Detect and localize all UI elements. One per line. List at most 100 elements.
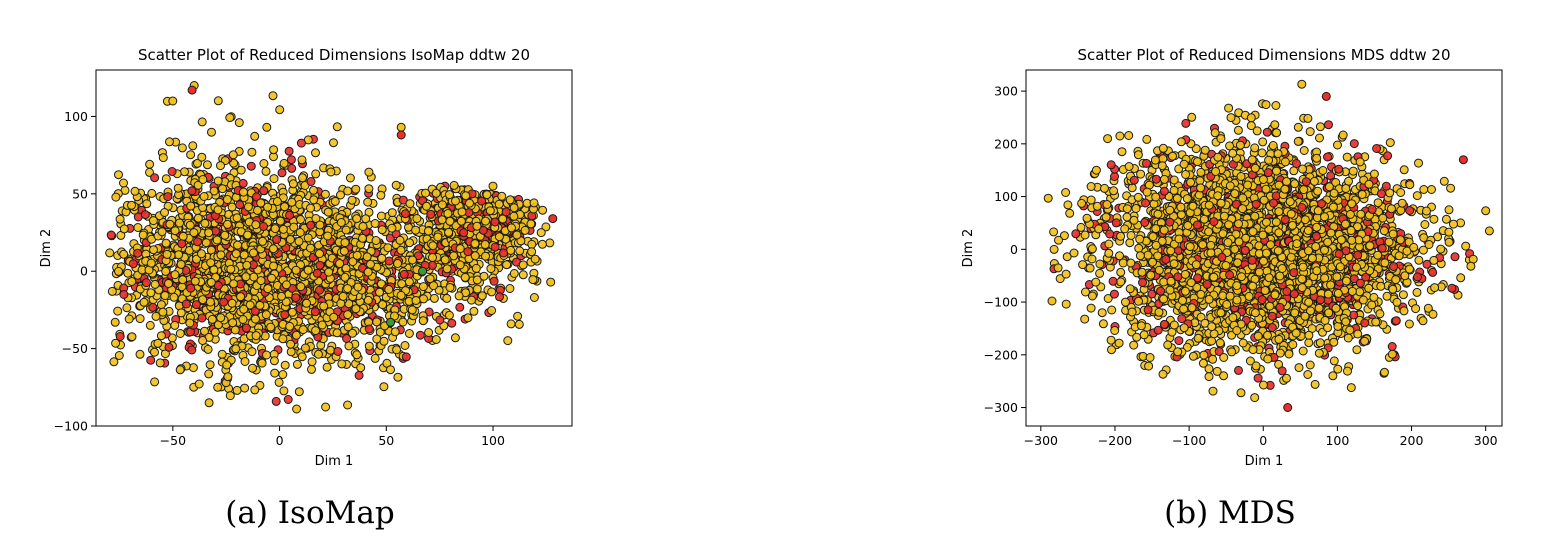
scatter-point-gold <box>332 122 342 132</box>
scatter-point-red <box>399 269 409 279</box>
scatter-point-gold <box>292 359 302 369</box>
scatter-point-red <box>306 177 316 186</box>
scatter-point-gold <box>477 291 487 301</box>
scatter-point-gold <box>377 253 387 263</box>
scatter-point-gold <box>375 287 384 297</box>
scatter-point-gold <box>486 264 496 274</box>
scatter-point-gold <box>321 402 331 412</box>
scatter-point-gold <box>423 226 433 236</box>
scatter-point-gold <box>280 202 290 212</box>
scatter-point-gold <box>455 244 465 254</box>
scatter-point-gold <box>175 365 185 375</box>
scatter-point-gold <box>505 284 515 293</box>
scatter-point-gold <box>256 276 266 286</box>
scatter-point-gold <box>1252 126 1262 136</box>
y-tick-label: 100 <box>64 109 88 124</box>
scatter-point-gold <box>470 251 480 261</box>
scatter-point-gold <box>281 297 291 307</box>
scatter-point-gold <box>248 363 257 373</box>
scatter-point-gold <box>1258 137 1268 147</box>
scatter-point-gold <box>267 273 277 283</box>
scatter-point-gold <box>315 249 324 259</box>
scatter-point-gold <box>412 214 422 223</box>
scatter-point-gold <box>177 143 187 153</box>
scatter-point-gold <box>396 245 406 255</box>
scatter-point-gold <box>149 245 158 255</box>
scatter-point-gold <box>396 290 406 300</box>
scatter-point-gold <box>1429 214 1439 224</box>
scatter-point-gold <box>269 145 279 155</box>
scatter-point-gold <box>200 218 210 228</box>
scatter-point-gold <box>180 167 189 177</box>
scatter-point-gold <box>232 385 242 395</box>
scatter-point-gold <box>379 336 389 346</box>
scatter-point-gold <box>302 298 311 308</box>
scatter-point-gold <box>279 158 289 168</box>
scatter-point-red <box>501 207 511 217</box>
scatter-point-gold <box>1305 127 1315 137</box>
scatter-point-gold <box>204 369 214 379</box>
scatter-point-gold <box>161 238 171 248</box>
scatter-point-gold <box>497 191 507 201</box>
scatter-point-gold <box>285 321 295 331</box>
scatter-point-gold <box>514 319 524 329</box>
scatter-point-gold <box>243 230 253 240</box>
scatter-point-gold <box>222 195 232 204</box>
scatter-point-gold <box>158 153 168 163</box>
scatter-point-red <box>1422 259 1432 269</box>
scatter-point-gold <box>1086 303 1096 313</box>
scatter-point-red <box>413 251 423 261</box>
scatter-point-gold <box>421 188 430 198</box>
scatter-point-gold <box>322 362 332 372</box>
scatter-point-gold <box>170 320 180 330</box>
scatter-point-gold <box>1049 227 1059 237</box>
scatter-point-gold <box>303 265 313 275</box>
scatter-point-red <box>181 299 191 309</box>
scatter-point-gold <box>509 211 519 221</box>
scatter-point-gold <box>529 198 539 208</box>
scatter-point-gold <box>286 347 296 357</box>
scatter-point-gold <box>1419 185 1429 194</box>
scatter-point-red <box>315 260 325 270</box>
scatter-point-gold <box>157 227 167 237</box>
scatter-point-gold <box>1456 273 1466 283</box>
scatter-point-gold <box>251 331 261 341</box>
scatter-point-gold <box>178 231 188 241</box>
scatter-point-gold <box>343 310 353 320</box>
scatter-point-red <box>259 186 269 196</box>
scatter-point-gold <box>249 248 258 258</box>
scatter-point-gold <box>234 118 244 128</box>
scatter-point-outlier <box>204 398 214 408</box>
scatter-point-red <box>246 161 256 171</box>
y-tick-label: −100 <box>54 419 88 434</box>
scatter-point-gold <box>1293 136 1303 146</box>
scatter-point-gold <box>197 249 206 259</box>
scatter-point-gold <box>370 353 380 363</box>
scatter-point-gold <box>269 261 278 271</box>
scatter-point-gold <box>210 327 220 337</box>
scatter-point-gold <box>1270 120 1280 130</box>
scatter-point-gold <box>390 327 400 337</box>
scatter-point-gold <box>1250 393 1260 403</box>
scatter-point-gold <box>363 197 373 207</box>
scatter-point-gold <box>536 228 546 238</box>
scatter-point-gold <box>400 341 410 350</box>
scatter-point-gold <box>431 335 441 344</box>
scatter-point-gold <box>113 306 123 316</box>
scatter-point-outlier <box>396 122 406 132</box>
scatter-point-gold <box>1412 287 1422 297</box>
scatter-point-gold <box>297 155 307 165</box>
scatter-point-gold <box>1129 340 1139 350</box>
scatter-point-gold <box>509 269 519 278</box>
scatter-point-gold <box>387 223 397 233</box>
scatter-point-gold <box>296 215 305 224</box>
scatter-point-red <box>193 237 203 247</box>
scatter-point-red <box>1267 323 1277 332</box>
scatter-point-gold <box>387 208 397 218</box>
scatter-point-gold <box>213 176 223 186</box>
scatter-point-gold <box>206 258 216 268</box>
scatter-point-gold <box>186 201 196 211</box>
scatter-point-gold <box>307 364 316 374</box>
scatter-point-gold <box>424 328 434 337</box>
scatter-point-gold <box>339 246 349 256</box>
